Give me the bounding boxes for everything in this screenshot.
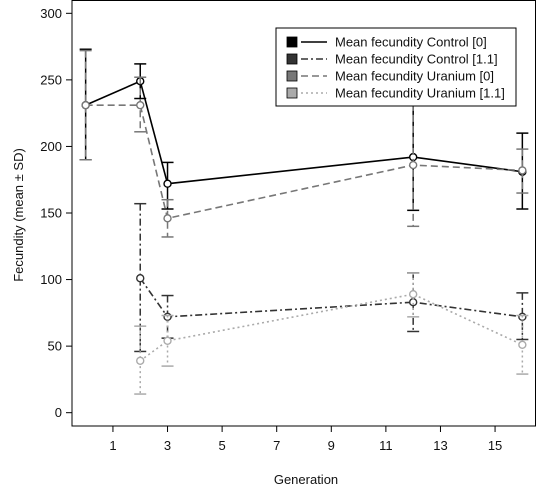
legend: Mean fecundity Control [0] Mean fecundity… <box>275 27 517 107</box>
series-layer <box>79 48 529 395</box>
y-tick-label: 300 <box>40 6 62 21</box>
data-point <box>136 274 145 283</box>
data-point <box>518 166 527 175</box>
legend-swatch <box>286 53 298 65</box>
x-tick-label: 7 <box>273 438 280 453</box>
data-point <box>408 290 418 299</box>
data-point <box>136 356 145 365</box>
x-axis-label: Generation <box>274 472 338 487</box>
data-point <box>81 100 90 110</box>
data-point <box>163 336 172 345</box>
x-tick-label: 3 <box>164 438 171 453</box>
series-4 <box>134 272 529 395</box>
x-tick-label: 5 <box>219 438 226 453</box>
data-point <box>518 340 527 349</box>
legend-swatch <box>286 87 298 99</box>
legend-swatch <box>286 36 298 48</box>
legend-label: Mean fecundity Control [1.1] <box>335 52 498 67</box>
y-tick-label: 100 <box>40 272 62 287</box>
y-axis-label: Fecundity (mean ± SD) <box>11 148 26 282</box>
x-axis: 1 3 5 7 9 11 13 15 <box>109 426 502 453</box>
y-tick-label: 0 <box>55 405 62 420</box>
y-tick-label: 150 <box>40 206 62 221</box>
x-tick-label: 11 <box>379 438 393 453</box>
y-tick-label: 50 <box>48 339 62 354</box>
series-line <box>139 293 523 362</box>
data-point <box>408 160 418 170</box>
legend-swatch <box>286 70 298 82</box>
x-tick-label: 13 <box>433 438 447 453</box>
x-tick-label: 15 <box>488 438 502 453</box>
y-tick-label: 200 <box>40 139 62 154</box>
data-point <box>163 214 172 223</box>
x-tick-label: 9 <box>328 438 335 453</box>
x-tick-label: 1 <box>109 438 116 453</box>
series-3 <box>79 49 529 238</box>
series-2 <box>134 202 529 353</box>
legend-label: Mean fecundity Control [0] <box>335 35 487 50</box>
data-point <box>163 179 172 188</box>
y-tick-label: 250 <box>40 72 62 87</box>
series-line <box>139 277 523 318</box>
data-point <box>136 100 145 110</box>
legend-label: Mean fecundity Uranium [1.1] <box>335 86 505 101</box>
y-axis: 0 50 100 150 200 250 300 <box>40 6 72 420</box>
legend-label: Mean fecundity Uranium [0] <box>335 69 494 84</box>
